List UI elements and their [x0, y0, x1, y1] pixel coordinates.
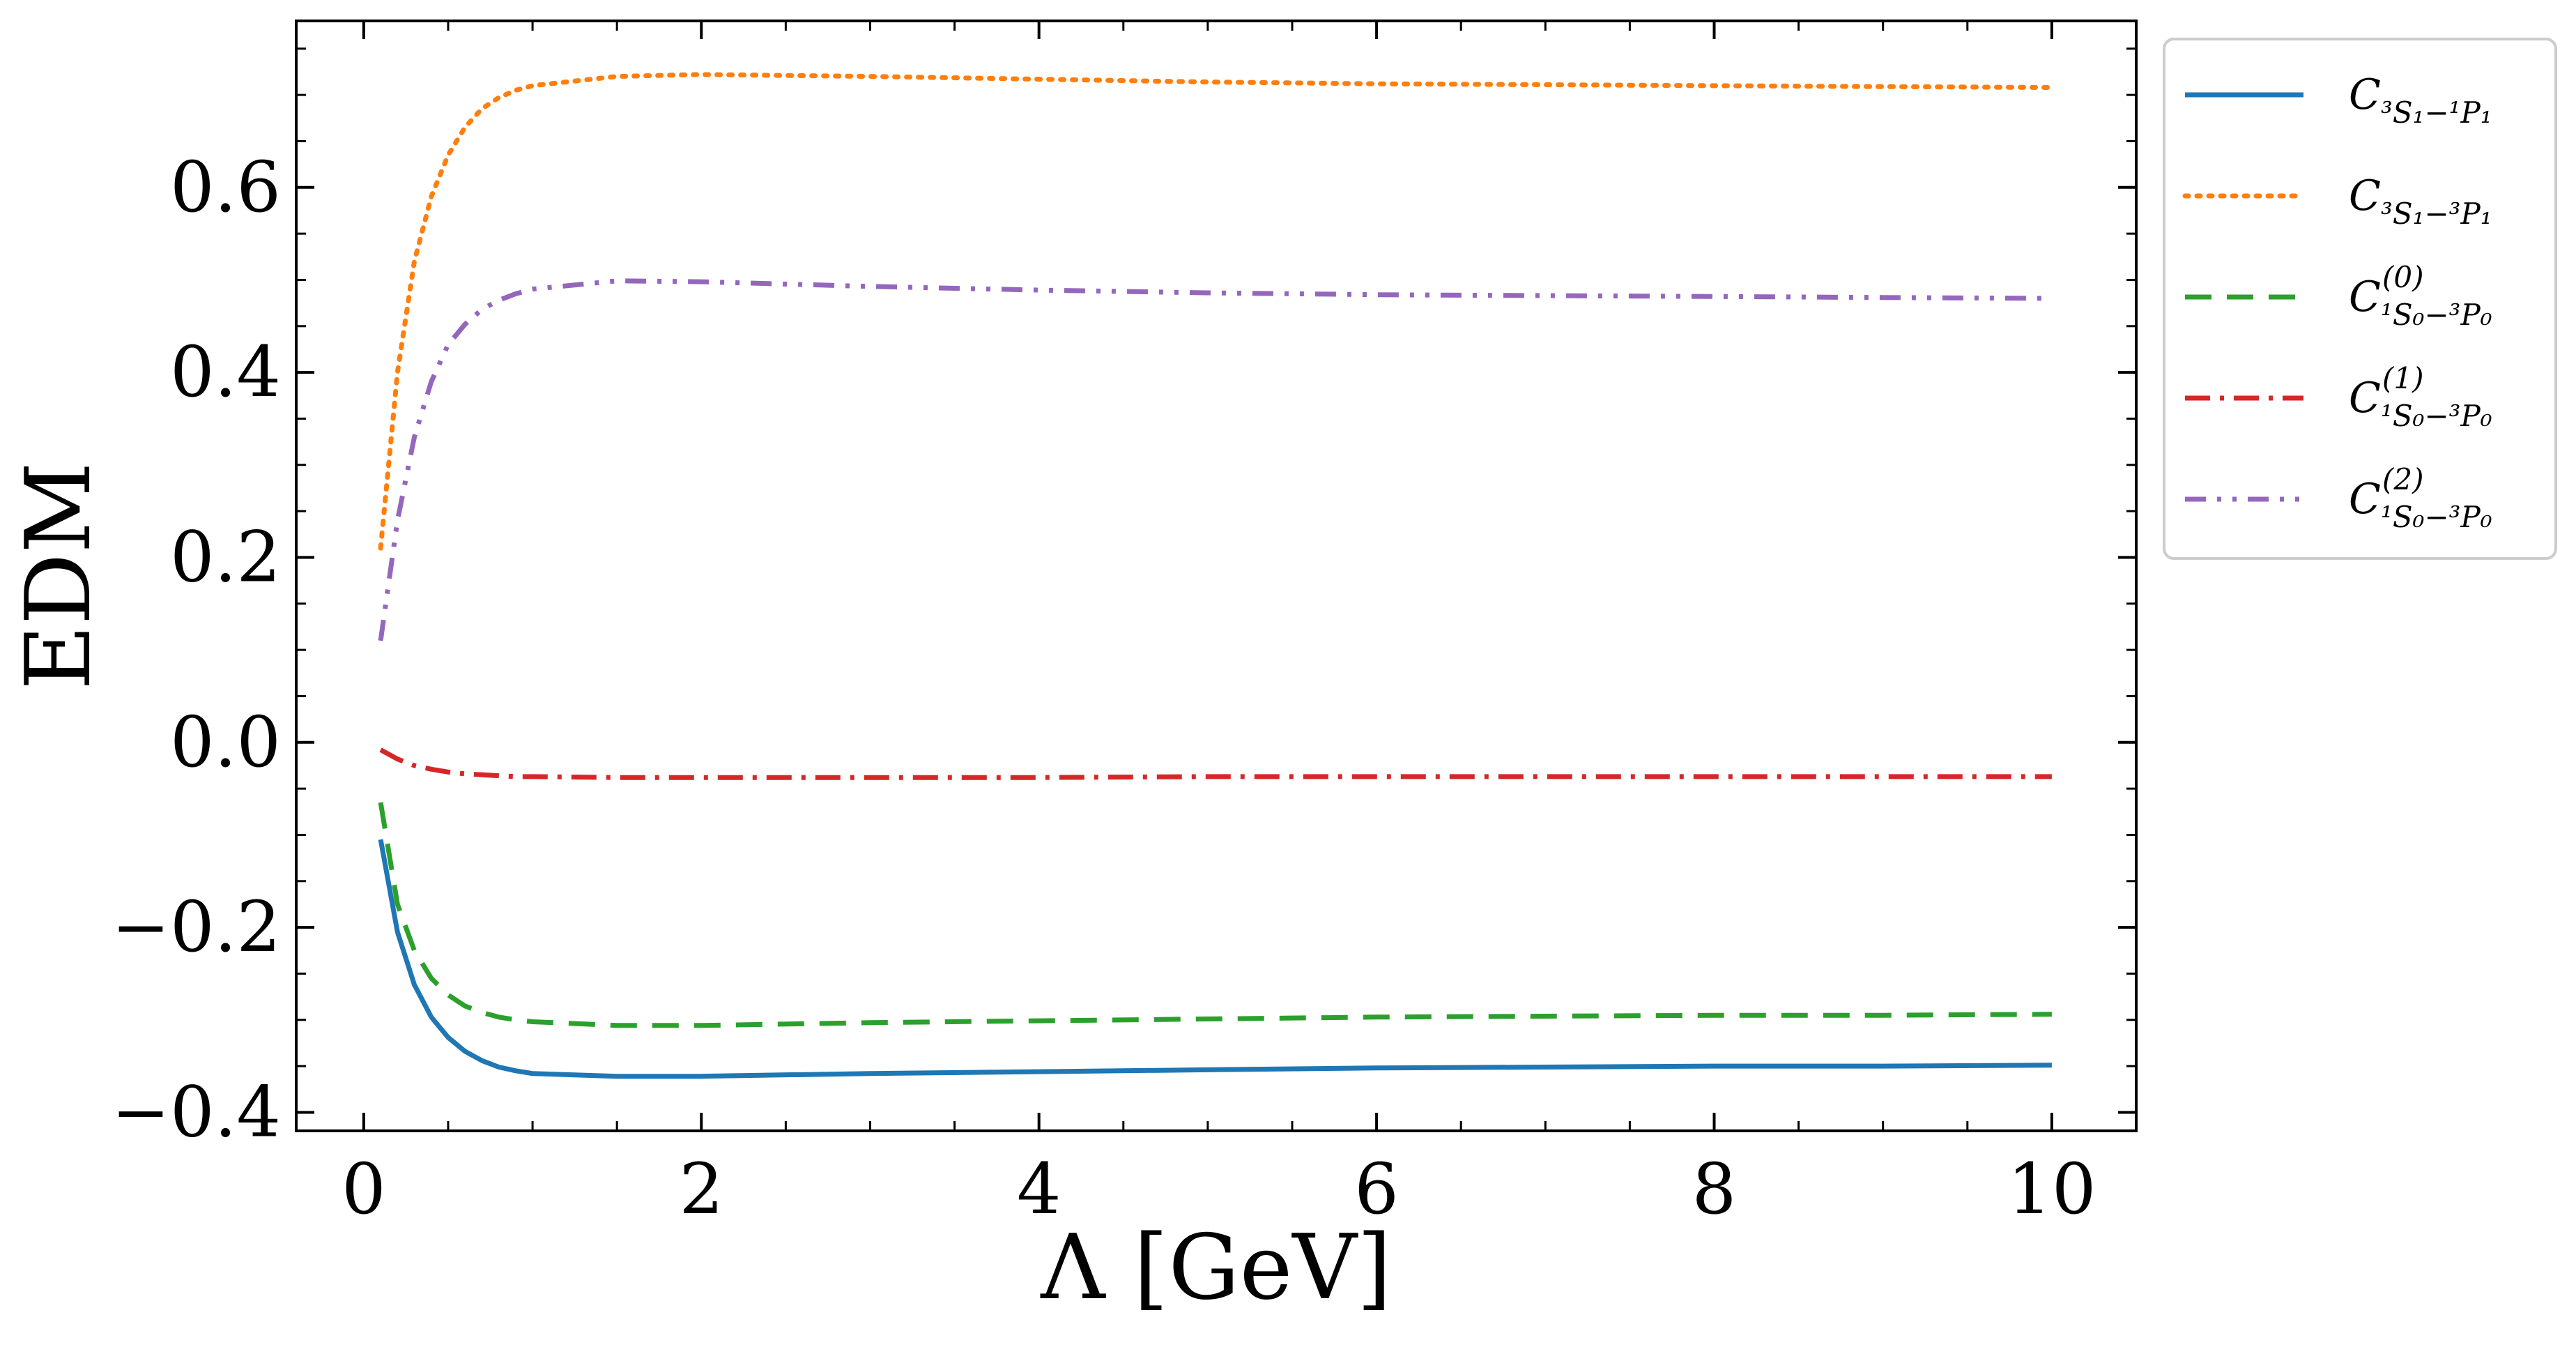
x-tick-label: 0 — [342, 1148, 386, 1230]
legend-label-0: C — [2349, 70, 2381, 119]
legend-label-3: C — [2349, 374, 2381, 423]
y-tick-label: 0.2 — [170, 516, 281, 598]
legend-sub-0: ³S₁−¹P₁ — [2381, 96, 2492, 130]
x-tick-label: 10 — [2007, 1148, 2096, 1230]
y-tick-label: −0.4 — [112, 1071, 281, 1152]
y-tick-label: −0.2 — [112, 886, 281, 968]
plot-frame — [295, 20, 2138, 1132]
x-tick-label: 6 — [1354, 1148, 1399, 1230]
legend-label-4: C — [2349, 475, 2381, 524]
x-tick-label: 4 — [1017, 1148, 1061, 1230]
legend-sup-3: (1) — [2382, 361, 2424, 395]
legend-sub-1: ³S₁−³P₁ — [2381, 197, 2492, 231]
axis-ticks: 0 2 4 6 8 10 −0.4 −0.2 0.0 0.2 0.4 0.6 — [112, 21, 2136, 1230]
series-line-2 — [378, 802, 2052, 1028]
legend-sub-2: ¹S₀−³P₀ — [2381, 298, 2492, 332]
x-tick-label: 2 — [679, 1148, 723, 1230]
legend-label-1: C — [2349, 172, 2381, 220]
legend-sup-2: (0) — [2382, 260, 2424, 294]
legend-sub-3: ¹S₀−³P₀ — [2381, 399, 2492, 433]
x-tick-label: 8 — [1692, 1148, 1737, 1230]
legend-sub-4: ¹S₀−³P₀ — [2381, 500, 2492, 534]
x-axis-label: Λ [GeV] — [1040, 1216, 1391, 1320]
y-tick-label: 0.0 — [170, 701, 281, 783]
series-line-0 — [378, 839, 2052, 1079]
series-line-1 — [378, 72, 2055, 551]
y-axis-label: EDM — [7, 462, 111, 690]
legend-box — [2163, 38, 2557, 560]
legend-sup-4: (2) — [2382, 462, 2424, 496]
series-layer — [378, 72, 2055, 1079]
series-line-3 — [379, 747, 2052, 780]
series-line-4 — [378, 278, 2052, 641]
y-tick-label: 0.6 — [170, 146, 281, 228]
y-tick-label: 0.4 — [170, 331, 281, 413]
legend-label-2: C — [2349, 273, 2381, 321]
